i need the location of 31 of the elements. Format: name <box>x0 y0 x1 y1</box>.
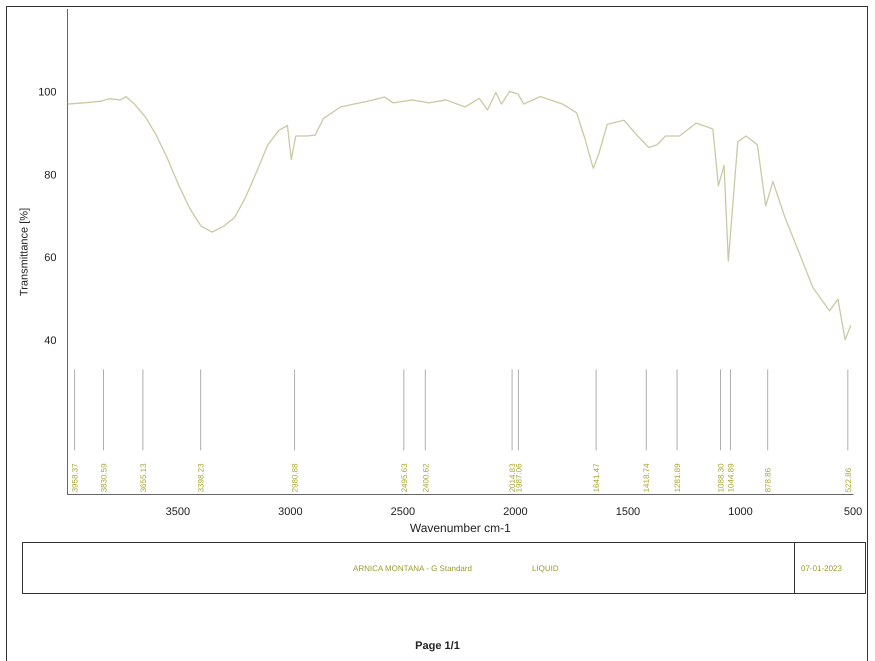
y-axis-title: Transmittance [%] <box>18 208 31 296</box>
text: ARNICA MONTANA - G Standard <box>352 564 472 572</box>
x-tick-label: 1000 <box>728 506 753 518</box>
x-tick-label: 3500 <box>166 506 190 518</box>
x-tick-label: 3000 <box>278 506 303 518</box>
x-axis-title: Wavenumber cm-1 <box>410 521 512 536</box>
y-tick-label: 40 <box>44 335 57 348</box>
text: LIQUID <box>531 564 559 572</box>
ref-line-label: 3398.23 <box>196 462 206 492</box>
ref-line-label: 3655.13 <box>138 462 148 492</box>
y-tick-label: 100 <box>38 86 57 99</box>
ref-line-label: 1418.74 <box>642 462 652 492</box>
y-tick-label: 80 <box>44 169 57 182</box>
text: 07-01-2023 <box>794 543 865 593</box>
text: Page 1/1 <box>414 640 461 652</box>
ref-line-label: 2980.88 <box>290 462 300 492</box>
ref-line-label: 878.86 <box>764 467 773 492</box>
ref-line-label: 3830.59 <box>99 462 108 492</box>
ref-line-label: 1281.89 <box>673 462 682 492</box>
ref-line-label: 3958.37 <box>70 462 80 492</box>
ref-line-label: 2400.62 <box>421 462 430 492</box>
ref-line-label: 1088.30 <box>716 462 726 492</box>
x-tick-label: 1500 <box>616 506 640 518</box>
ref-line-label: 2495.63 <box>400 462 409 492</box>
ref-line-label: 1641.47 <box>592 462 602 492</box>
x-tick-label: 2000 <box>503 506 528 518</box>
ref-line-label: 1044.89 <box>726 462 736 492</box>
y-tick-label: 60 <box>44 252 57 264</box>
ref-line-label: 522.86 <box>844 467 853 492</box>
x-tick-label: 500 <box>844 506 862 518</box>
x-tick-label: 2500 <box>390 506 416 518</box>
